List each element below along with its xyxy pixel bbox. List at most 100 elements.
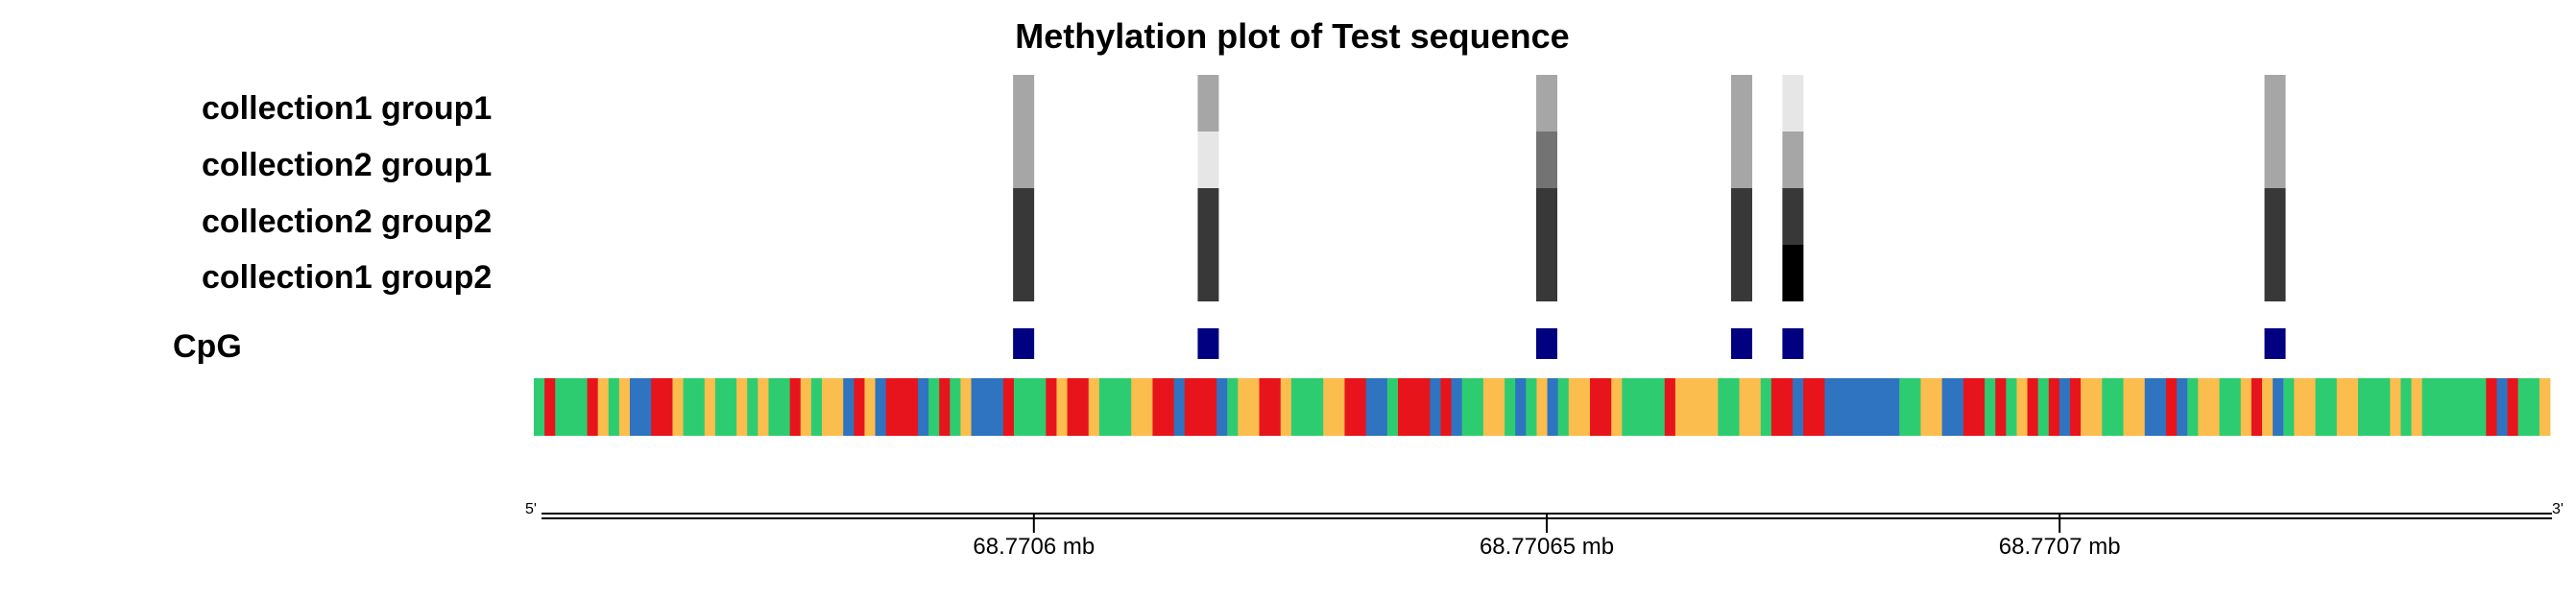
sequence-base	[2347, 378, 2359, 436]
sequence-base	[1622, 378, 1633, 436]
sequence-base	[810, 378, 823, 436]
sequence-base	[1547, 378, 1559, 436]
sequence-base	[2507, 378, 2519, 436]
sequence-base	[534, 378, 545, 436]
sequence-base	[2016, 378, 2028, 436]
sequence-base	[2070, 378, 2082, 436]
sequence-base	[950, 378, 961, 436]
sequence-base	[1952, 378, 1964, 436]
sequence-base	[2166, 378, 2178, 436]
cpg-marker	[1013, 328, 1035, 359]
sequence-base	[2486, 378, 2497, 436]
methylation-cell	[1013, 245, 1035, 301]
axis-tick-label: 68.7706 mb	[973, 534, 1095, 560]
row-label: collection2 group1	[202, 147, 492, 183]
sequence-base	[1803, 378, 1815, 436]
sequence-base	[726, 378, 737, 436]
sequence-base	[1793, 378, 1804, 436]
sequence-base	[1088, 378, 1100, 436]
methylation-cell	[2264, 188, 2286, 245]
sequence-base	[854, 378, 865, 436]
methylation-cell	[1536, 75, 1557, 132]
methylation-cell	[1013, 132, 1035, 188]
sequence-base	[822, 378, 833, 436]
methylation-cells	[1013, 75, 2286, 301]
sequence-base	[1216, 378, 1228, 436]
sequence-base	[2273, 378, 2284, 436]
sequence-base	[992, 378, 1004, 436]
sequence-base	[747, 378, 758, 436]
cpg-track-label: CpG	[173, 328, 242, 365]
sequence-base	[981, 378, 994, 436]
sequence-base	[2528, 378, 2540, 436]
sequence-base	[2144, 378, 2156, 436]
sequence-base	[1782, 378, 1794, 436]
sequence-base	[2539, 378, 2551, 436]
sequence-base	[2037, 378, 2050, 436]
sequence-base	[1152, 378, 1164, 436]
sequence-base	[2102, 378, 2113, 436]
sequence-base	[906, 378, 919, 436]
sequence-base	[2262, 378, 2274, 436]
sequence-base	[2443, 378, 2455, 436]
sequence-base	[2294, 378, 2305, 436]
sequence-base	[1077, 378, 1090, 436]
methylation-cell	[1730, 132, 1752, 188]
sequence-base	[2454, 378, 2466, 436]
sequence-base	[2240, 378, 2252, 436]
sequence-base	[1131, 378, 1143, 436]
sequence-base	[2283, 378, 2295, 436]
sequence-base	[1056, 378, 1068, 436]
sequence-base	[2304, 378, 2316, 436]
sequence-base	[1578, 378, 1591, 436]
methylation-cell	[1730, 75, 1752, 132]
sequence-base	[1238, 378, 1249, 436]
sequence-track	[534, 378, 2551, 436]
sequence-base	[1601, 378, 1612, 436]
sequence-base	[1856, 378, 1868, 436]
sequence-base	[2325, 378, 2338, 436]
sequence-base	[1194, 378, 1207, 436]
sequence-base	[1557, 378, 1570, 436]
sequence-base	[1173, 378, 1186, 436]
sequence-base	[1664, 378, 1676, 436]
sequence-base	[1344, 378, 1356, 436]
sequence-base	[2058, 378, 2071, 436]
sequence-base	[672, 378, 684, 436]
sequence-base	[832, 378, 844, 436]
sequence-base	[2400, 378, 2412, 436]
axis-end-label: 3'	[2552, 501, 2564, 517]
sequence-base	[2517, 378, 2530, 436]
sequence-base	[1611, 378, 1623, 436]
sequence-base	[1985, 378, 1996, 436]
sequence-base	[544, 378, 556, 436]
sequence-base	[1536, 378, 1548, 436]
sequence-base	[1686, 378, 1697, 436]
methylation-cell	[1013, 75, 1035, 132]
sequence-base	[1024, 378, 1036, 436]
row-label: collection2 group2	[202, 204, 492, 240]
sequence-base	[618, 378, 631, 436]
methylation-cell	[1782, 75, 1804, 132]
sequence-base	[1248, 378, 1260, 436]
sequence-base	[2390, 378, 2401, 436]
sequence-base	[1910, 378, 1921, 436]
methylation-cell	[1536, 245, 1557, 301]
sequence-base	[864, 378, 876, 436]
sequence-base	[928, 378, 940, 436]
methylation-cell	[1782, 245, 1804, 301]
methylation-cell	[1197, 132, 1219, 188]
sequence-base	[1227, 378, 1239, 436]
sequence-base	[1515, 378, 1527, 436]
sequence-base	[1098, 378, 1111, 436]
sequence-base	[1674, 378, 1687, 436]
sequence-base	[1718, 378, 1729, 436]
sequence-base	[1814, 378, 1825, 436]
sequence-base	[1707, 378, 1719, 436]
methylation-cell	[1782, 132, 1804, 188]
sequence-base	[1120, 378, 1132, 436]
sequence-base	[1760, 378, 1772, 436]
sequence-base	[1386, 378, 1399, 436]
sequence-base	[1889, 378, 1900, 436]
